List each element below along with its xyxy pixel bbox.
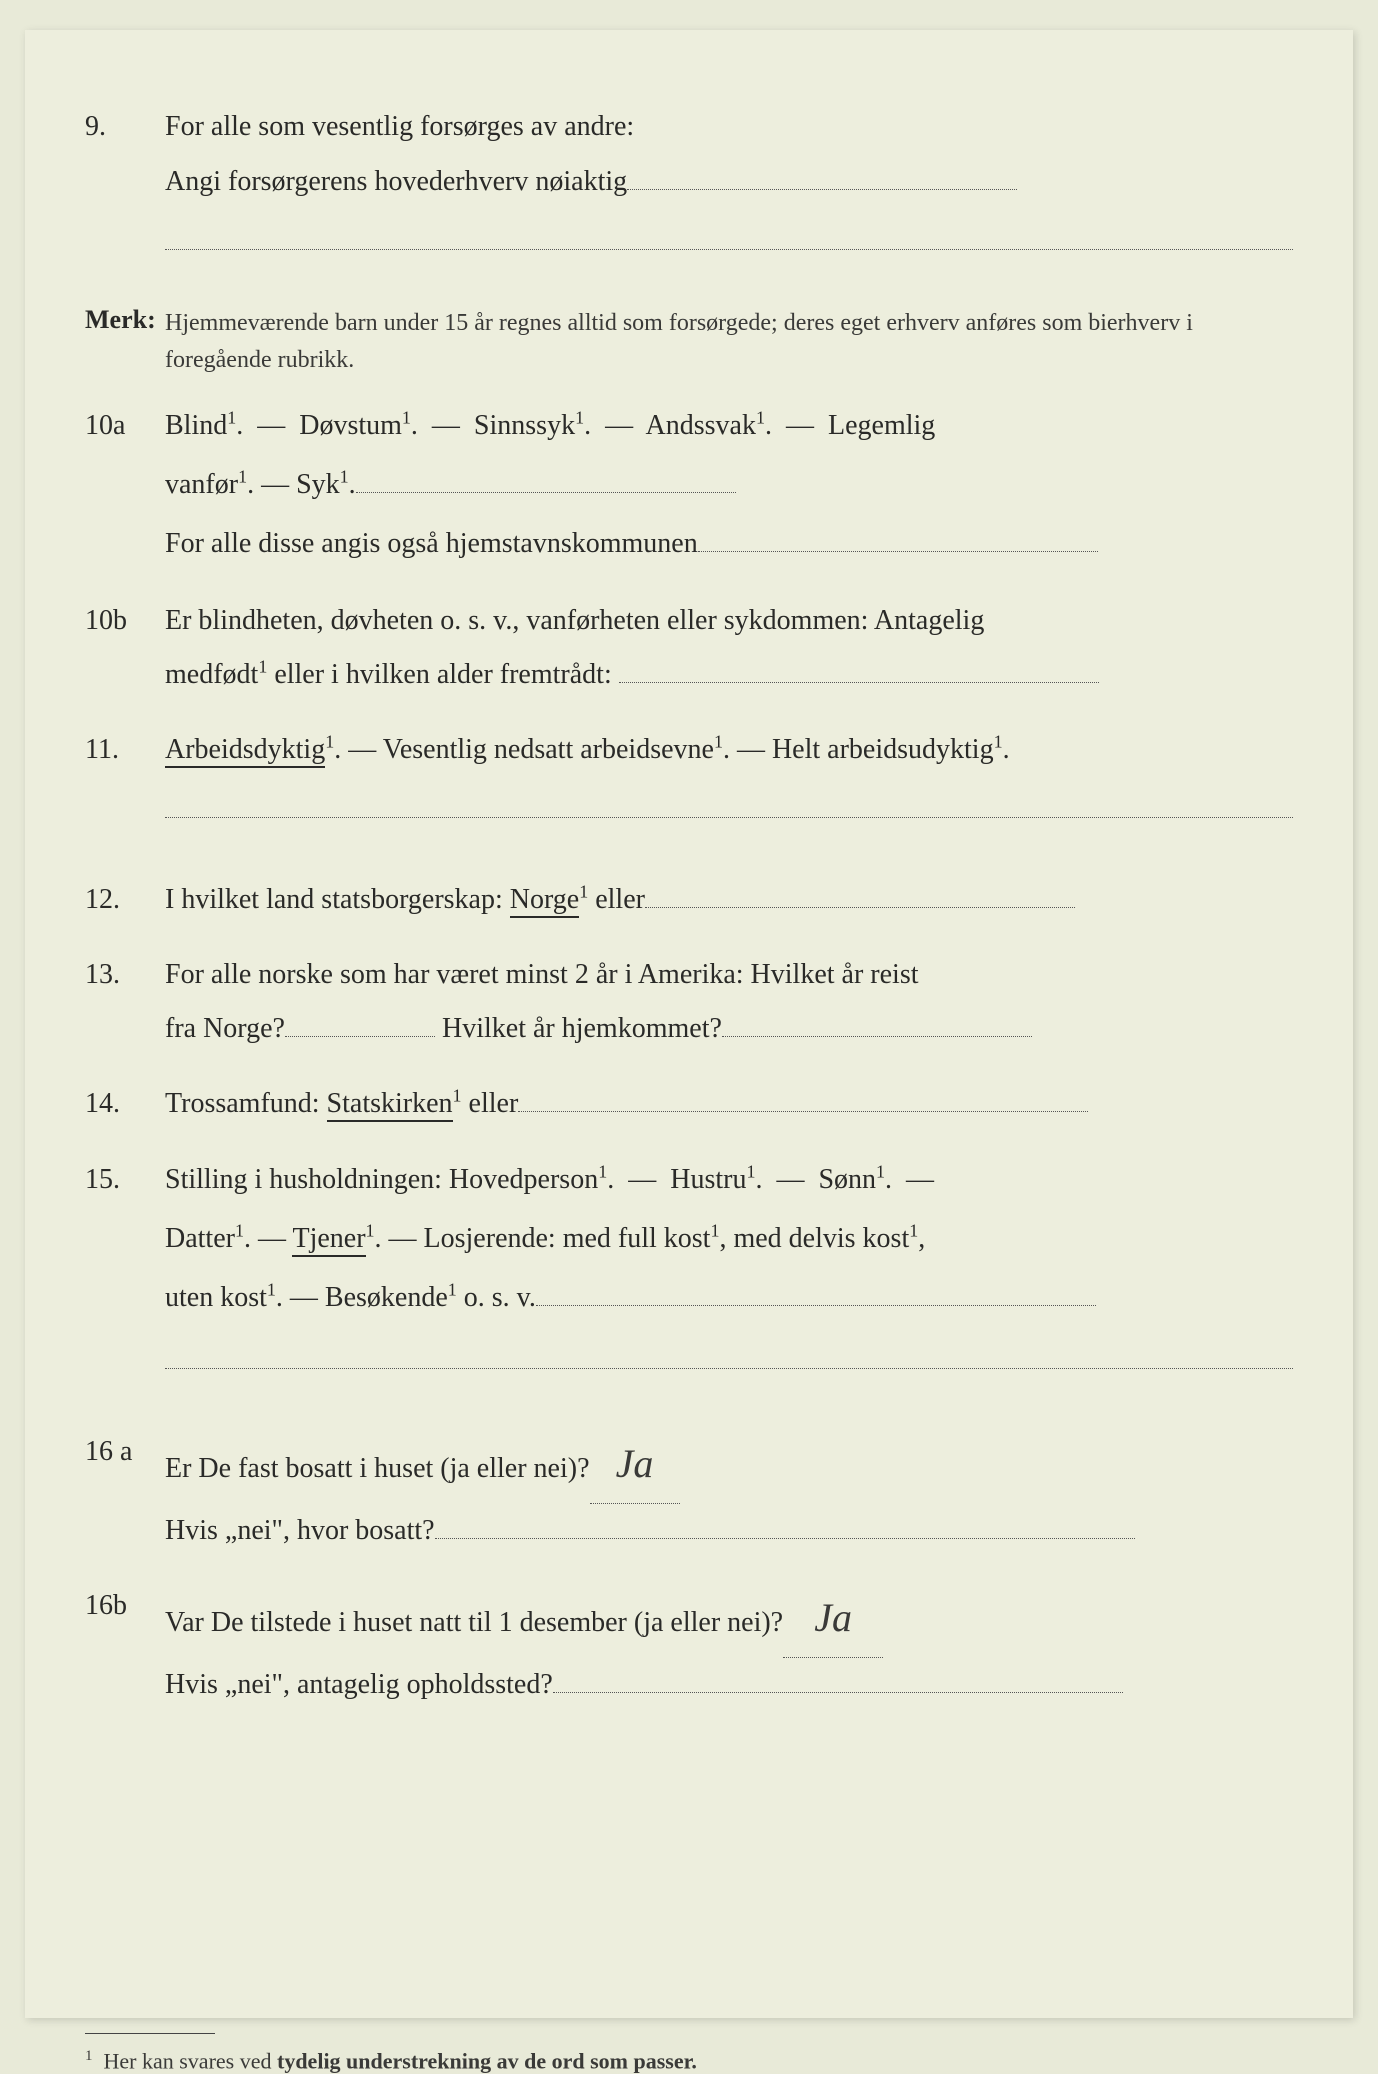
opt-nedsatt: Vesentlig nedsatt arbeidsevne — [383, 734, 714, 765]
q13-text2a: fra Norge? — [165, 1013, 285, 1044]
question-number: 14. — [85, 1077, 165, 1132]
q15-text1: Stilling i husholdningen: Hovedperson — [165, 1164, 598, 1195]
blank-full-line — [165, 817, 1293, 818]
question-body: For alle norske som har været minst 2 år… — [165, 948, 1293, 1057]
opt-vanfor: vanfør — [165, 469, 238, 500]
question-15: 15. Stilling i husholdningen: Hovedperso… — [85, 1151, 1293, 1405]
opt-arbeidsdyktig: Arbeidsdyktig — [165, 734, 325, 768]
opt-tjener: Tjener — [292, 1223, 365, 1257]
q16a-text1: Er De fast bosatt i huset (ja eller nei)… — [165, 1453, 590, 1484]
q15-uten: uten kost — [165, 1282, 267, 1313]
opt-legemlig: Legemlig — [828, 410, 935, 441]
question-number: 9. — [85, 100, 165, 285]
blank-full-line — [165, 1368, 1293, 1369]
merk-note: Merk: Hjemmeværende barn under 15 år reg… — [85, 305, 1293, 379]
blank-line — [698, 551, 1098, 552]
q10b-text1: Er blindheten, døvheten o. s. v., vanfør… — [165, 605, 984, 636]
question-number: 13. — [85, 948, 165, 1057]
opt-sinnssyk: Sinnssyk — [474, 410, 575, 441]
question-16b: 16b Var De tilstede i huset natt til 1 d… — [85, 1579, 1293, 1713]
footnote-rule — [85, 2033, 215, 2034]
q9-line2: Angi forsørgerens hovederhverv nøiaktig — [165, 166, 627, 197]
q15-osv: o. s. v. — [457, 1282, 536, 1313]
opt-datter: Datter — [165, 1223, 235, 1254]
opt-sonn: Sønn — [818, 1164, 876, 1195]
handwritten-ja: Ja — [616, 1441, 654, 1486]
question-number: 10a — [85, 397, 165, 573]
document-page: 9. For alle som vesentlig forsørges av a… — [25, 30, 1353, 2018]
q10b-text2b: eller i hvilken alder fremtrådt: — [267, 659, 611, 690]
q10a-line3: For alle disse angis også hjemstavnskomm… — [165, 528, 698, 559]
footnote-text-plain: Her kan svares ved — [104, 2048, 278, 2073]
question-body: Blind1. — Døvstum1. — Sinnssyk1. — Andss… — [165, 397, 1293, 573]
opt-norge: Norge — [510, 884, 579, 918]
blank-line — [356, 492, 736, 493]
blank-line — [722, 1036, 1032, 1037]
q14-text2: eller — [462, 1088, 519, 1119]
question-10b: 10b Er blindheten, døvheten o. s. v., va… — [85, 594, 1293, 703]
question-9: 9. For alle som vesentlig forsørges av a… — [85, 100, 1293, 285]
footnote-marker: 1 — [85, 2048, 93, 2064]
blank-line — [627, 189, 1017, 190]
question-16a: 16 a Er De fast bosatt i huset (ja eller… — [85, 1425, 1293, 1559]
question-body: Stilling i husholdningen: Hovedperson1. … — [165, 1151, 1293, 1405]
q16b-text1: Var De tilstede i huset natt til 1 desem… — [165, 1607, 783, 1638]
q13-text1: For alle norske som har været minst 2 år… — [165, 959, 919, 990]
blank-line — [619, 682, 1099, 683]
opt-dovstum: Døvstum — [299, 410, 402, 441]
question-14: 14. Trossamfund: Statskirken1 eller — [85, 1077, 1293, 1132]
handwritten-ja: Ja — [814, 1595, 852, 1640]
q10b-text2a: medfødt — [165, 659, 258, 690]
question-body: Er De fast bosatt i huset (ja eller nei)… — [165, 1425, 1293, 1559]
opt-hustru: Hustru — [670, 1164, 746, 1195]
question-11: 11. Arbeidsdyktig1. — Vesentlig nedsatt … — [85, 723, 1293, 853]
q13-text2b: Hvilket år hjemkommet? — [435, 1013, 722, 1044]
answer-field: Ja — [783, 1579, 883, 1658]
question-12: 12. I hvilket land statsborgerskap: Norg… — [85, 873, 1293, 928]
question-number: 15. — [85, 1151, 165, 1405]
q15-delvis: , med delvis kost — [719, 1223, 909, 1254]
q14-text1: Trossamfund: — [165, 1088, 327, 1119]
question-number: 12. — [85, 873, 165, 928]
q16b-text2: Hvis „nei", antagelig opholdssted? — [165, 1669, 553, 1700]
question-body: Er blindheten, døvheten o. s. v., vanfør… — [165, 594, 1293, 703]
question-number: 16 a — [85, 1425, 165, 1559]
question-number: 11. — [85, 723, 165, 853]
blank-line — [536, 1305, 1096, 1306]
q12-text2: eller — [588, 884, 645, 915]
footnote: 1 Her kan svares ved tydelig understrekn… — [85, 2048, 1293, 2074]
blank-line — [285, 1036, 435, 1037]
merk-label: Merk: — [85, 305, 165, 379]
question-body: Arbeidsdyktig1. — Vesentlig nedsatt arbe… — [165, 723, 1293, 853]
q15-besokende: Besøkende — [325, 1282, 448, 1313]
question-body: I hvilket land statsborgerskap: Norge1 e… — [165, 873, 1293, 928]
opt-udyktig: Helt arbeidsudyktig — [772, 734, 994, 765]
merk-text: Hjemmeværende barn under 15 år regnes al… — [165, 305, 1293, 379]
blank-line — [518, 1111, 1088, 1112]
answer-field: Ja — [590, 1425, 680, 1504]
q12-text1: I hvilket land statsborgerskap: — [165, 884, 510, 915]
q9-line1: For alle som vesentlig forsørges av andr… — [165, 111, 634, 142]
blank-line — [435, 1538, 1135, 1539]
footnote-text-bold: tydelig understrekning av de ord som pas… — [277, 2048, 697, 2073]
question-body: For alle som vesentlig forsørges av andr… — [165, 100, 1293, 285]
question-10a: 10a Blind1. — Døvstum1. — Sinnssyk1. — A… — [85, 397, 1293, 573]
opt-statskirken: Statskirken — [327, 1088, 453, 1122]
question-number: 10b — [85, 594, 165, 703]
opt-andssvak: Andssvak — [646, 410, 756, 441]
blank-line — [645, 907, 1075, 908]
blank-line — [553, 1692, 1123, 1693]
question-13: 13. For alle norske som har været minst … — [85, 948, 1293, 1057]
question-number: 16b — [85, 1579, 165, 1713]
question-body: Trossamfund: Statskirken1 eller — [165, 1077, 1293, 1132]
opt-syk: Syk — [296, 469, 340, 500]
q16a-text2: Hvis „nei", hvor bosatt? — [165, 1515, 435, 1546]
opt-blind: Blind — [165, 410, 227, 441]
q15-losjerende: Losjerende: med full kost — [424, 1223, 711, 1254]
question-body: Var De tilstede i huset natt til 1 desem… — [165, 1579, 1293, 1713]
blank-full-line — [165, 249, 1293, 250]
